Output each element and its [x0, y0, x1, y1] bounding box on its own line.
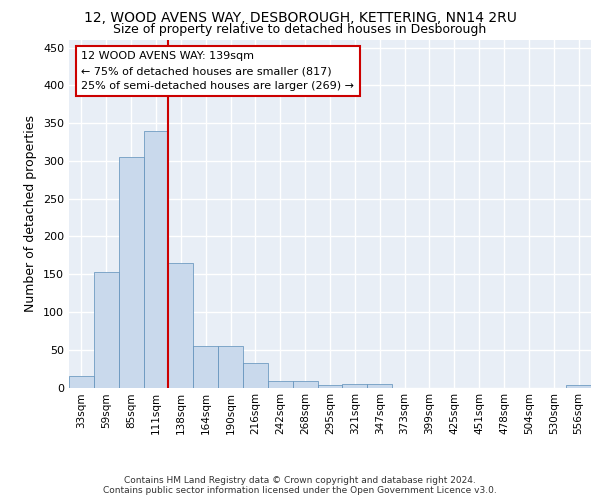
Bar [566, 385, 591, 388]
Bar [367, 384, 392, 388]
Y-axis label: Number of detached properties: Number of detached properties [25, 116, 37, 312]
Bar [69, 376, 94, 388]
Bar [243, 362, 268, 388]
Bar [268, 380, 293, 388]
Text: 12, WOOD AVENS WAY, DESBOROUGH, KETTERING, NN14 2RU: 12, WOOD AVENS WAY, DESBOROUGH, KETTERIN… [83, 11, 517, 25]
Text: Contains HM Land Registry data © Crown copyright and database right 2024.: Contains HM Land Registry data © Crown c… [124, 476, 476, 485]
Bar [169, 263, 193, 388]
Bar [193, 346, 218, 388]
Text: Size of property relative to detached houses in Desborough: Size of property relative to detached ho… [113, 24, 487, 36]
Bar [317, 385, 343, 388]
Bar [119, 157, 143, 388]
Bar [343, 384, 367, 388]
Text: 12 WOOD AVENS WAY: 139sqm
← 75% of detached houses are smaller (817)
25% of semi: 12 WOOD AVENS WAY: 139sqm ← 75% of detac… [82, 52, 355, 91]
Text: Contains public sector information licensed under the Open Government Licence v3: Contains public sector information licen… [103, 486, 497, 495]
Bar [143, 130, 169, 388]
Bar [218, 346, 243, 388]
Bar [94, 272, 119, 388]
Bar [293, 382, 317, 388]
